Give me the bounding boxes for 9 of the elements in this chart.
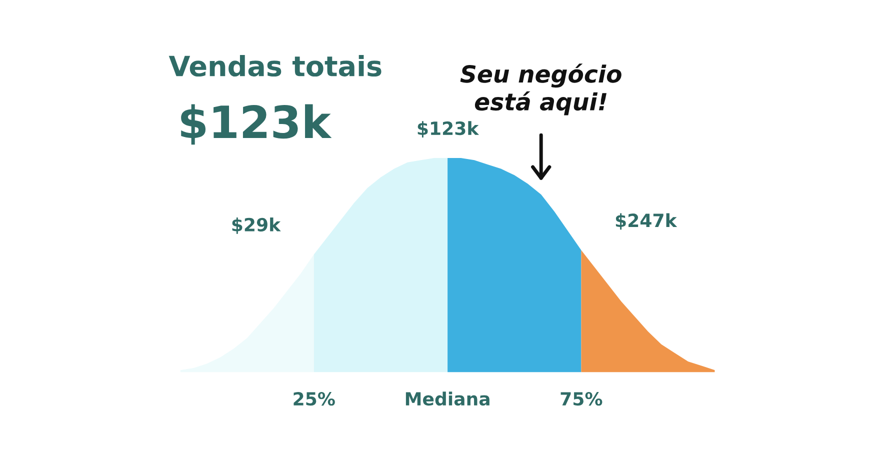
annotation: $123k xyxy=(418,121,480,138)
x-tick-label: 75% xyxy=(560,392,602,406)
annotation: $29k xyxy=(232,218,281,234)
chart-subtitle: $123k xyxy=(181,104,332,145)
x-tick-label: 25% xyxy=(294,392,335,406)
chart-title: Vendas totais xyxy=(168,55,382,77)
x-tick-label: Mediana xyxy=(406,392,490,406)
annotation: $247k xyxy=(616,213,678,230)
text: Seu negócio está aqui! xyxy=(460,64,622,116)
